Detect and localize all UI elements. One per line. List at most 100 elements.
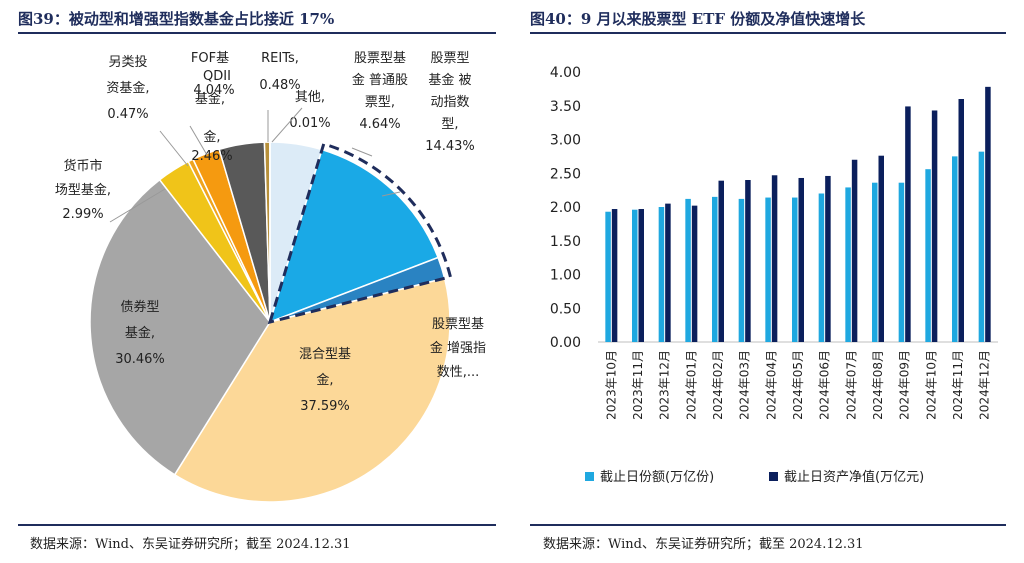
pie-label-2: 股票型基金 增强指数性,...: [430, 317, 486, 380]
pie-label-6-line-1: 资基金,: [106, 80, 149, 96]
pie-label-0-line-2: 票型,: [365, 95, 395, 110]
bar-0-8: [818, 193, 825, 342]
left-chart-title: 图39：被动型和增强型指数基金占比接近 17%: [18, 10, 335, 28]
bar-1-12: [931, 110, 938, 342]
pie-label-0-line-1: 金 普通股: [352, 72, 408, 88]
bar-1-8: [825, 175, 831, 342]
bar-1-9: [851, 159, 858, 342]
left-source-rule: [18, 524, 496, 526]
pie-label-0: 股票型基金 普通股票型, 4.64%: [352, 51, 408, 132]
x-tick-label-8: 2024年06月: [818, 350, 832, 420]
bar-0-7: [792, 197, 798, 342]
pie-label-1-line-1: 基金 被: [428, 72, 471, 88]
pie-label-10-line-0: 其他,: [295, 90, 325, 105]
bar-0-14: [978, 151, 985, 342]
bar-0-6: [765, 197, 771, 342]
bar-0-0: [605, 211, 611, 342]
x-tick-label-10: 2024年08月: [871, 350, 885, 420]
pie-label-5-line-0: 货币市: [63, 158, 102, 174]
pie-label-6: 另类投资基金, 0.47%: [106, 54, 149, 122]
right-title-rule: [530, 32, 1006, 34]
left-source-note: 数据来源：Wind、东吴证券研究所；截至 2024.12.31: [30, 537, 351, 552]
pie-label-1-line-4: 14.43%: [425, 139, 475, 154]
pie-leader-5: [109, 188, 166, 223]
pie-slice-3: [173, 277, 451, 503]
pie-label-5: 货币市场型基金, 2.99%: [55, 158, 111, 222]
pie-label-0-line-0: 股票型基: [354, 51, 406, 66]
y-tick-label-4: 2.00: [550, 200, 581, 216]
legend-label-0: 截止日份额(万亿份): [600, 470, 714, 485]
right-chart-title: 图40：9 月以来股票型 ETF 份额及净值快速增长: [530, 10, 866, 28]
pie-label-10-line-1: 0.01%: [289, 116, 330, 131]
pie-label-8-line-2: 4.04%: [193, 83, 234, 98]
x-tick-label-2: 2023年12月: [658, 350, 672, 420]
pie-label-8-line-0: QDII: [203, 69, 231, 84]
pie-label-2-line-2: 数性,...: [437, 365, 480, 380]
left-title-rule: [18, 32, 496, 34]
x-tick-label-14: 2024年12月: [978, 350, 992, 420]
pie-label-1-line-0: 股票型: [430, 51, 469, 66]
x-tick-label-5: 2024年03月: [738, 350, 752, 420]
pie-label-1-line-3: 型,: [441, 117, 458, 132]
pie-label-9-line-1: 0.48%: [259, 78, 300, 93]
bar-0-12: [925, 169, 931, 342]
pie-label-6-line-2: 0.47%: [107, 107, 148, 122]
pie-label-4-line-1: 基金,: [125, 325, 155, 341]
pie-leader-7: [189, 125, 208, 156]
x-tick-label-3: 2024年01月: [684, 350, 698, 420]
right-source-note: 数据来源：Wind、东吴证券研究所；截至 2024.12.31: [543, 537, 864, 552]
y-tick-label-2: 1.00: [550, 268, 581, 284]
pie-label-9: REITs, 0.48%: [259, 51, 300, 93]
bar-1-11: [905, 106, 911, 342]
pie-chart: 股票型基金 普通股票型, 4.64%股票型基金 被动指数型, 14.43%股票型基金…: [55, 51, 486, 503]
bar-1-14: [985, 86, 991, 342]
pie-slice-4: [89, 178, 271, 476]
bar-1-4: [718, 180, 724, 342]
pie-label-0-line-3: 4.64%: [359, 117, 400, 132]
bar-0-10: [872, 182, 878, 342]
bar-1-7: [798, 177, 804, 342]
pie-slice-1: [268, 148, 440, 324]
bar-0-4: [712, 196, 718, 342]
pie-label-8: QDII 基金,4.04%: [193, 69, 234, 107]
bar-chart: 0.00 0.50 1.00 1.50 2.00 2.50 3.00 3.50 4.00 2023…: [550, 65, 998, 485]
bar-1-6: [771, 175, 778, 342]
legend-swatch-1: [769, 472, 778, 481]
x-tick-label-7: 2024年05月: [791, 350, 805, 420]
pie-label-10: 其他, 0.01%: [289, 90, 330, 131]
bar-1-1: [638, 209, 644, 342]
pie-label-1: 股票型基金 被动指数型, 14.43%: [425, 51, 475, 154]
pie-label-4-line-0: 债券型: [120, 299, 159, 315]
bar-0-5: [738, 198, 745, 342]
pie-label-7-line-2: 2.46%: [191, 149, 232, 164]
y-tick-label-1: 0.50: [550, 301, 581, 317]
y-tick-label-8: 4.00: [550, 65, 581, 81]
x-tick-label-9: 2024年07月: [844, 350, 858, 420]
pie-label-4: 债券型基金, 30.46%: [115, 299, 165, 367]
bar-1-5: [745, 180, 751, 342]
pie-label-3-line-1: 金,: [316, 372, 333, 388]
bar-0-2: [658, 207, 665, 342]
pie-label-5-line-1: 场型基金,: [55, 182, 111, 198]
bar-1-2: [665, 203, 671, 342]
x-tick-label-1: 2023年11月: [631, 350, 645, 420]
bar-1-0: [611, 209, 618, 342]
pie-label-2-line-1: 金 增强指: [430, 340, 486, 356]
pie-label-3: 混合型基金, 37.59%: [299, 347, 351, 414]
pie-label-1-line-2: 动指数: [430, 95, 469, 110]
x-tick-label-4: 2024年02月: [711, 350, 725, 420]
pie-label-5-line-2: 2.99%: [62, 207, 103, 222]
bar-0-13: [952, 156, 958, 342]
x-tick-label-12: 2024年10月: [924, 350, 938, 420]
right-source-rule: [530, 524, 1006, 526]
y-tick-label-3: 1.50: [550, 234, 581, 250]
pie-leader-6: [159, 130, 189, 167]
pie-label-7: FOF基金, 2.46%: [191, 51, 233, 164]
pie-label-7-line-1: 金,: [203, 129, 220, 145]
pie-label-4-line-2: 30.46%: [115, 352, 165, 367]
x-tick-label-11: 2024年09月: [898, 350, 912, 420]
bar-1-3: [691, 205, 698, 342]
index-fund-highlight: [267, 142, 453, 325]
bar-1-10: [878, 155, 884, 342]
